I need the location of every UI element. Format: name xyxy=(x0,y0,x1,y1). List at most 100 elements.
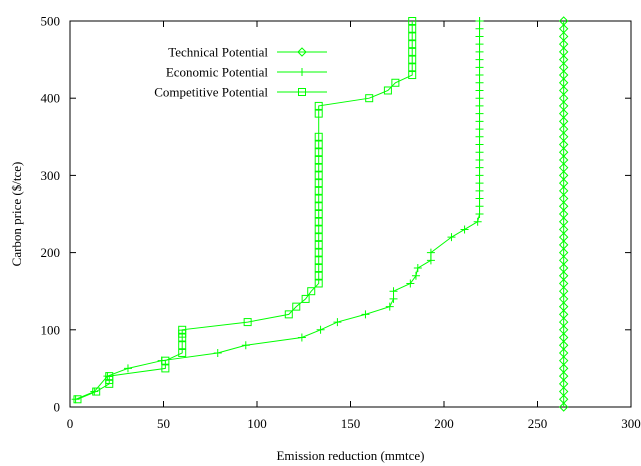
diamond-point xyxy=(558,301,569,312)
square-point xyxy=(301,294,310,303)
diamond-point xyxy=(558,386,569,397)
diamond-point xyxy=(558,170,569,181)
plus-point xyxy=(475,47,484,56)
square-point xyxy=(314,233,323,242)
diamond-point xyxy=(558,278,569,289)
square-point xyxy=(408,40,417,49)
plus-point xyxy=(475,117,484,126)
square-point xyxy=(92,387,101,396)
square-point xyxy=(408,55,417,64)
diamond-point xyxy=(558,124,569,134)
plus-point xyxy=(473,217,482,226)
plus-point xyxy=(475,78,484,87)
series-line xyxy=(75,21,481,400)
diamond-point xyxy=(558,332,569,343)
plus-point xyxy=(316,325,325,334)
plot-frame xyxy=(69,20,632,408)
square-point xyxy=(314,186,323,195)
x-tick-label: 0 xyxy=(67,416,74,431)
diamond-point xyxy=(558,340,569,350)
x-tick-label: 100 xyxy=(247,416,267,431)
diamond-point xyxy=(558,101,569,111)
plus-point xyxy=(475,125,484,134)
diamond-point xyxy=(558,240,569,250)
diamond-point xyxy=(558,263,569,273)
square-point xyxy=(408,24,417,33)
diamond-point xyxy=(558,371,569,381)
plus-point xyxy=(475,24,484,33)
diamond-point xyxy=(558,24,569,34)
series-diamond xyxy=(558,16,569,412)
x-axis-title: Emission reduction (mmtce) xyxy=(276,448,424,463)
plus-point xyxy=(385,302,394,311)
square-point xyxy=(314,171,323,180)
legend-label: Economic Potential xyxy=(166,65,269,80)
plus-point xyxy=(475,94,484,103)
plus-point xyxy=(426,256,435,265)
diamond-point xyxy=(558,209,569,219)
plus-point xyxy=(475,86,484,95)
diamond-point xyxy=(558,294,569,304)
diamond-point xyxy=(558,309,569,320)
square-point xyxy=(383,86,392,95)
x-tick-label: 200 xyxy=(434,416,454,431)
plus-point xyxy=(475,163,484,172)
plus-point xyxy=(475,71,484,80)
legend-label: Technical Potential xyxy=(168,45,268,60)
plus-point xyxy=(460,225,469,234)
diamond-point xyxy=(558,70,569,80)
plus-point xyxy=(475,101,484,110)
x-tick-label: 50 xyxy=(157,416,170,431)
diamond-point xyxy=(558,78,569,88)
square-point xyxy=(178,348,187,357)
legend-entry: Competitive Potential xyxy=(154,85,327,100)
plus-point xyxy=(475,210,484,218)
plus-point xyxy=(475,171,484,180)
plus-point xyxy=(213,348,222,357)
y-tick-label: 300 xyxy=(41,168,61,183)
plus-point xyxy=(406,279,415,288)
diamond-point xyxy=(558,271,569,281)
y-tick-label: 100 xyxy=(41,322,61,337)
legend-entry: Technical Potential xyxy=(168,45,327,60)
diamond-point xyxy=(558,16,569,26)
diamond-point xyxy=(558,93,569,103)
diamond-point xyxy=(558,317,569,327)
series-square xyxy=(73,17,417,404)
plus-point xyxy=(475,179,484,188)
x-tick-label: 300 xyxy=(621,416,641,431)
square-point xyxy=(408,71,417,80)
plus-point xyxy=(475,202,484,211)
diamond-point xyxy=(558,47,569,57)
diamond-point xyxy=(558,255,569,266)
square-point xyxy=(243,318,252,327)
square-point xyxy=(408,17,417,25)
plus-point xyxy=(297,333,306,342)
square-point xyxy=(314,140,323,149)
plus-point xyxy=(475,17,484,25)
diamond-point xyxy=(558,348,569,358)
series-plus xyxy=(71,17,484,404)
square-point xyxy=(314,264,323,273)
plus-point xyxy=(389,294,398,303)
diamond-point xyxy=(558,39,569,49)
diamond-point xyxy=(558,379,569,389)
square-point xyxy=(408,47,417,56)
diamond-point xyxy=(558,155,569,165)
plus-point xyxy=(475,32,484,41)
plus-point xyxy=(475,63,484,72)
diamond-point xyxy=(558,193,569,204)
diamond-point xyxy=(558,201,569,211)
plus-point xyxy=(389,287,398,296)
plus-point xyxy=(475,132,484,141)
diamond-point xyxy=(558,31,569,42)
square-point xyxy=(314,240,323,249)
diamond-point xyxy=(558,54,569,65)
square-point xyxy=(178,325,187,334)
square-point xyxy=(314,194,323,203)
square-point xyxy=(284,310,293,319)
plus-point xyxy=(241,341,250,350)
diamond-point xyxy=(558,178,569,188)
diamond-point xyxy=(558,232,569,242)
square-point xyxy=(314,163,323,172)
